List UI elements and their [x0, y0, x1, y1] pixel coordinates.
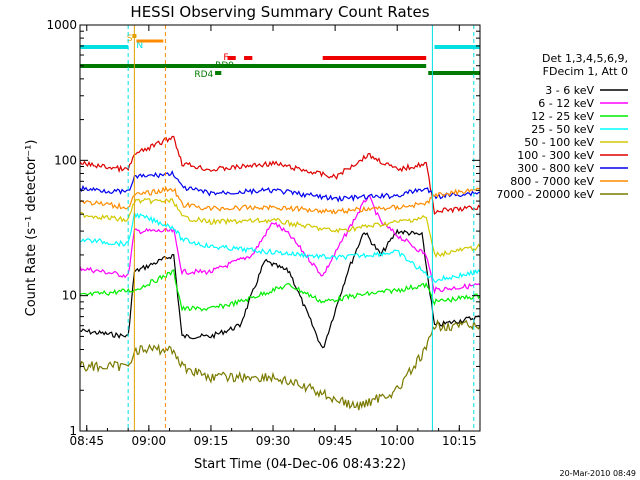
series-line-12-25-kev [79, 268, 481, 312]
x-tick-label: 10:00 [380, 434, 415, 448]
legend: Det 1,3,4,5,6,9,FDecim 1, Att 0 3 - 6 keV… [496, 52, 628, 201]
y-tick-label: 1 [69, 424, 77, 438]
legend-entry-label: 50 - 100 keV [524, 136, 594, 149]
legend-entry-label: 25 - 50 keV [531, 123, 594, 136]
legend-entry-label: 300 - 800 keV [517, 162, 594, 175]
series-line-6-12-kev [79, 195, 481, 295]
legend-entry-label: 100 - 300 keV [517, 149, 594, 162]
flag-label-rd4: RD4 [194, 70, 213, 80]
legend-entry-label: 800 - 7000 keV [510, 175, 594, 188]
series-line-300-800-kev [79, 170, 481, 203]
timestamp: 20-Mar-2010 08:49 [560, 469, 637, 478]
y-tick-label: 1000 [46, 18, 77, 32]
legend-entry-label: 6 - 12 keV [538, 97, 594, 110]
x-tick-label: 09:30 [256, 434, 291, 448]
legend-header-line: FDecim 1, Att 0 [543, 65, 628, 78]
y-axis-label: Count Rate (s⁻¹ detector⁻¹) [24, 140, 39, 317]
x-axis: 08:45 09:00 09:15 09:30 09:45 10:00 10:15 [69, 25, 481, 448]
y-axis: 1 10 100 1000 [46, 18, 480, 438]
x-tick-label: 08:45 [69, 434, 104, 448]
x-tick-label: 10:15 [442, 434, 477, 448]
series-line-25-50-kev [79, 212, 481, 284]
legend-entry-label: 7000 - 20000 keV [496, 188, 594, 201]
chart-title: HESSI Observing Summary Count Rates [130, 3, 429, 21]
series-line-7000-20000-kev [79, 319, 481, 411]
legend-header-line: Det 1,3,4,5,6,9, [542, 52, 628, 65]
flag-label-rd9: RD9 [215, 61, 234, 71]
legend-entry-label: 12 - 25 keV [531, 110, 594, 123]
y-tick-label: 10 [62, 289, 77, 303]
flag-label-s: S [127, 34, 133, 44]
flag-label-f: F [223, 53, 228, 63]
series-line-100-300-kev [79, 135, 481, 215]
series-line-50-100-kev [79, 197, 481, 259]
flag-label-n: N [136, 41, 143, 51]
series-line-800-7000-kev [79, 186, 481, 215]
x-tick-label: 09:15 [194, 434, 229, 448]
x-axis-label: Start Time (04-Dec-06 08:43:22) [194, 457, 406, 472]
x-tick-label: 09:00 [132, 434, 167, 448]
series-line-3-6-kev [79, 228, 481, 349]
legend-entry-label: 3 - 6 keV [545, 84, 594, 97]
x-tick-label: 09:45 [318, 434, 353, 448]
series-layer [79, 135, 481, 411]
y-tick-label: 100 [54, 153, 77, 167]
plot-frame [79, 24, 481, 432]
